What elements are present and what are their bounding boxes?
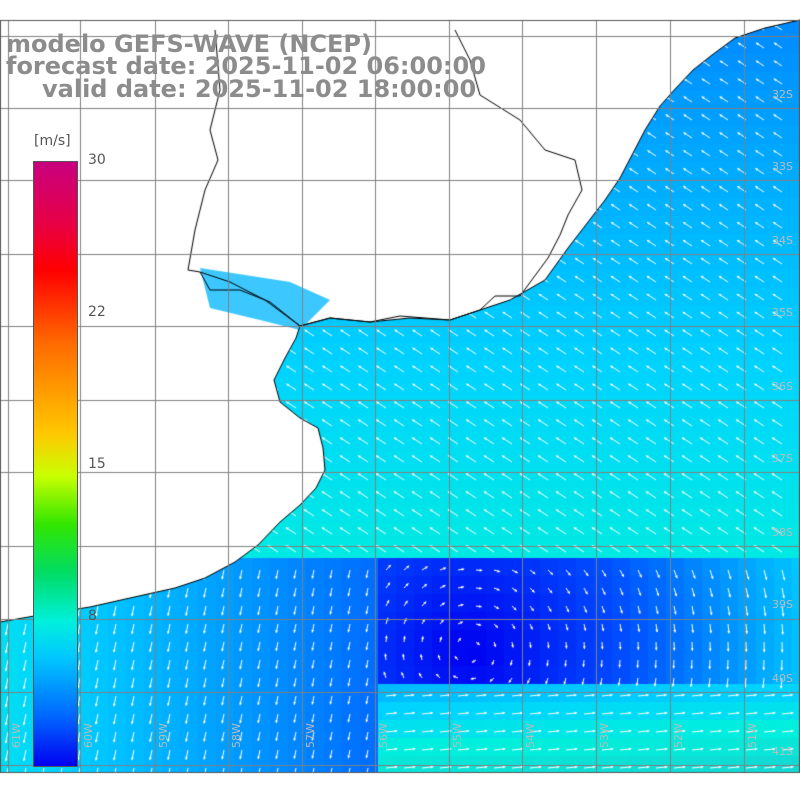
latitude-label: 32S (772, 88, 793, 101)
latitude-label: 37S (772, 452, 793, 465)
longitude-label: 56W (377, 723, 390, 748)
longitude-label: 55W (451, 723, 464, 748)
colorbar-unit: [m/s] (34, 133, 71, 149)
forecast-date: forecast date: 2025-11-02 06:00:00 (6, 52, 486, 80)
colorbar-tick-15: 15 (88, 456, 106, 472)
latitude-label: 40S (772, 672, 793, 685)
latitude-label: 39S (772, 598, 793, 611)
valid-date: valid date: 2025-11-02 18:00:00 (42, 75, 477, 103)
longitude-label: 57W (304, 723, 317, 748)
longitude-label: 58W (230, 723, 243, 748)
latitude-label: 41S (772, 745, 793, 758)
longitude-label: 61W (10, 723, 23, 748)
longitude-label: 60W (82, 723, 95, 748)
latitude-label: 36S (772, 380, 793, 393)
colorbar-tick-22: 22 (88, 304, 106, 320)
longitude-label: 53W (598, 723, 611, 748)
colorbar-tick-8: 8 (88, 608, 97, 624)
colorbar-tick-30: 30 (88, 152, 106, 168)
colorbar-gradient (33, 161, 78, 767)
longitude-label: 54W (524, 723, 537, 748)
latitude-label: 34S (772, 234, 793, 247)
latitude-label: 38S (772, 526, 793, 539)
longitude-label: 52W (672, 723, 685, 748)
longitude-label: 59W (157, 723, 170, 748)
latitude-label: 33S (772, 160, 793, 173)
model-title: modelo GEFS-WAVE (NCEP) (6, 30, 372, 58)
latitude-label: 35S (772, 306, 793, 319)
longitude-label: 51W (746, 723, 759, 748)
